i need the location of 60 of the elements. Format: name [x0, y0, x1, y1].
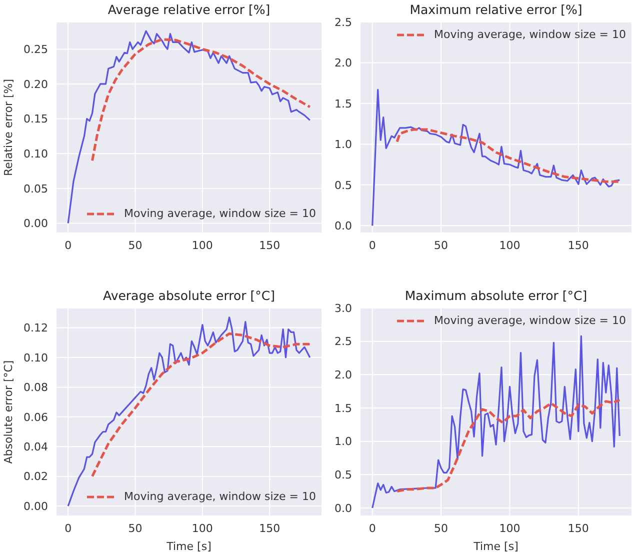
x-tick-label: 100 — [499, 522, 520, 535]
y-tick-label: 0.05 — [24, 182, 48, 196]
x-tick-label: 0 — [64, 238, 72, 252]
line-series — [396, 398, 621, 493]
x-tick-label: 0 — [64, 522, 72, 535]
y-tick-label: 1.0 — [334, 435, 352, 448]
y-tick-label: 0.15 — [24, 112, 48, 126]
x-tick-label: 150 — [259, 522, 280, 535]
x-tick-label: 150 — [568, 522, 589, 535]
legend-label: Moving average, window size = 10 — [124, 490, 316, 503]
line-series — [372, 335, 620, 509]
y-tick-label: 0.04 — [24, 440, 48, 454]
line-series — [91, 38, 312, 162]
x-tick-label: 100 — [499, 238, 520, 252]
y-tick-label: 0.20 — [24, 78, 48, 91]
y-axis-title: Relative error [%] — [2, 78, 15, 176]
y-tick-label: 0.5 — [334, 468, 352, 482]
x-tick-label: 50 — [128, 238, 142, 252]
line-series — [396, 128, 621, 183]
x-tick-label: 100 — [192, 522, 213, 535]
y-tick-label: 2.0 — [334, 368, 352, 382]
x-tick-label: 50 — [128, 522, 142, 535]
legend-label: Moving average, window size = 10 — [124, 207, 316, 220]
y-tick-label: 0.25 — [24, 43, 48, 56]
chart-title: Maximum absolute error [°C] — [404, 288, 588, 303]
y-tick-label: 3.0 — [334, 302, 352, 315]
y-tick-label: 1.5 — [334, 97, 352, 110]
y-tick-label: 0.0 — [334, 220, 352, 233]
y-tick-label: 0.5 — [334, 178, 352, 192]
x-tick-label: 150 — [259, 238, 280, 252]
x-tick-label: 100 — [192, 238, 213, 252]
y-tick-label: 0.12 — [24, 322, 48, 335]
y-tick-label: 1.5 — [334, 402, 352, 415]
line-series — [372, 88, 620, 226]
y-tick-label: 2.5 — [334, 16, 352, 29]
x-axis-title: Time [s] — [472, 540, 518, 553]
x-tick-label: 0 — [368, 522, 376, 535]
x-axis-title: Time [s] — [166, 540, 212, 553]
y-tick-label: 0.10 — [24, 351, 48, 364]
chart-title: Maximum relative error [%] — [408, 2, 584, 17]
y-tick-label: 2.0 — [334, 56, 352, 70]
y-tick-label: 0.06 — [24, 410, 48, 424]
x-tick-label: 150 — [568, 238, 589, 252]
y-tick-label: 0.0 — [334, 502, 352, 515]
y-axis-title: Absolute error [°C] — [2, 360, 15, 464]
y-tick-label: 0.08 — [24, 381, 48, 394]
line-series — [91, 332, 312, 478]
chart-title: Average absolute error [°C] — [102, 288, 276, 303]
x-tick-label: 0 — [368, 238, 376, 252]
x-tick-label: 50 — [434, 238, 448, 252]
y-tick-label: 2.5 — [334, 335, 352, 348]
y-tick-label: 0.00 — [24, 217, 48, 230]
chart-title: Average relative error [%] — [106, 2, 272, 17]
y-tick-label: 0.02 — [24, 470, 48, 484]
y-tick-label: 0.10 — [24, 148, 48, 161]
legend-label: Moving average, window size = 10 — [434, 28, 626, 41]
y-tick-label: 1.0 — [334, 138, 352, 152]
y-tick-label: 0.00 — [24, 500, 48, 513]
legend-label: Moving average, window size = 10 — [434, 314, 626, 327]
x-tick-label: 50 — [434, 522, 448, 535]
